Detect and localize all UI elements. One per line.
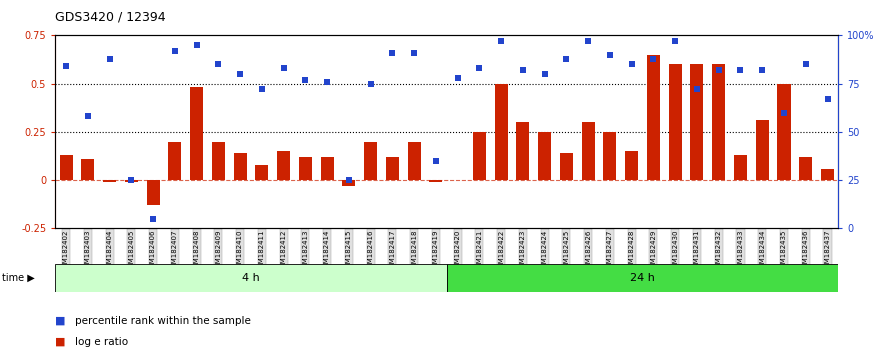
Bar [429, 180, 442, 182]
Point [146, 216, 160, 222]
Bar [516, 122, 530, 180]
Bar [60, 155, 73, 180]
Text: ■: ■ [55, 337, 66, 347]
Point [125, 177, 139, 183]
Point [81, 114, 95, 119]
Bar [103, 180, 116, 182]
Text: percentile rank within the sample: percentile rank within the sample [75, 316, 251, 326]
Bar [125, 180, 138, 182]
Point [755, 67, 769, 73]
Point [190, 42, 204, 48]
Point [603, 52, 617, 57]
Bar [712, 64, 725, 180]
Bar [756, 120, 769, 180]
Bar [625, 151, 638, 180]
Bar [560, 153, 573, 180]
Bar [647, 55, 660, 180]
Point [559, 56, 573, 61]
Bar [408, 142, 421, 180]
Point [821, 96, 835, 102]
Text: log e ratio: log e ratio [75, 337, 128, 347]
Bar [343, 180, 355, 186]
Point [516, 67, 530, 73]
Bar [582, 122, 595, 180]
Point [211, 62, 225, 67]
Bar [233, 153, 247, 180]
Bar [447, 264, 838, 292]
Point [167, 48, 182, 54]
Bar [299, 157, 312, 180]
Point [625, 62, 639, 67]
Point [320, 79, 335, 85]
Text: time ▶: time ▶ [2, 273, 35, 283]
Bar [255, 165, 269, 180]
Bar [147, 180, 159, 205]
Point [581, 38, 595, 44]
Point [798, 62, 813, 67]
Point [733, 67, 748, 73]
Text: 24 h: 24 h [630, 273, 655, 283]
Point [407, 50, 421, 56]
Point [233, 71, 247, 77]
Bar [691, 64, 703, 180]
Point [298, 77, 312, 82]
Point [712, 67, 726, 73]
Bar [277, 151, 290, 180]
Point [255, 87, 269, 92]
Text: ■: ■ [55, 316, 66, 326]
Point [102, 56, 117, 61]
Bar [168, 142, 182, 180]
Bar [603, 132, 617, 180]
Bar [473, 132, 486, 180]
Text: 4 h: 4 h [242, 273, 260, 283]
Bar [81, 159, 94, 180]
Point [363, 81, 377, 86]
Bar [55, 264, 447, 292]
Point [429, 158, 443, 164]
Point [277, 65, 291, 71]
Bar [364, 142, 377, 180]
Bar [386, 157, 399, 180]
Point [342, 177, 356, 183]
Bar [668, 64, 682, 180]
Point [59, 63, 73, 69]
Point [494, 38, 508, 44]
Bar [799, 157, 813, 180]
Point [690, 87, 704, 92]
Bar [495, 84, 507, 180]
Bar [212, 142, 225, 180]
Point [646, 56, 660, 61]
Bar [734, 155, 747, 180]
Bar [320, 157, 334, 180]
Point [450, 75, 465, 81]
Point [473, 65, 487, 71]
Point [385, 50, 400, 56]
Bar [538, 132, 551, 180]
Bar [190, 87, 203, 180]
Bar [821, 169, 834, 180]
Point [668, 38, 683, 44]
Point [777, 110, 791, 115]
Point [538, 71, 552, 77]
Text: GDS3420 / 12394: GDS3420 / 12394 [55, 11, 166, 24]
Bar [778, 84, 790, 180]
